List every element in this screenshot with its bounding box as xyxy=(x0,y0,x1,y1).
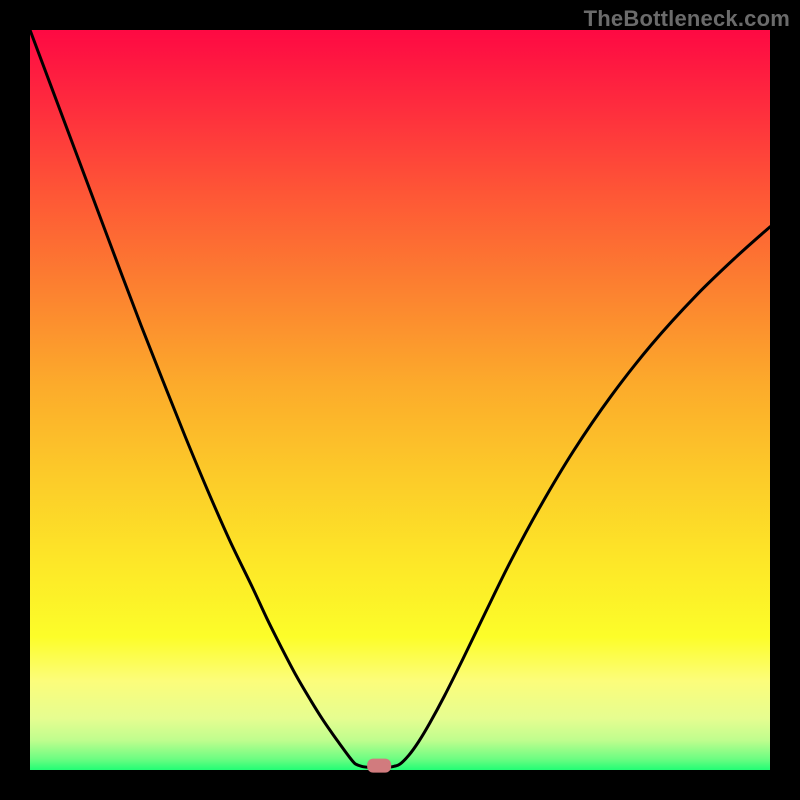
bottleneck-curve xyxy=(30,30,770,770)
bottleneck-point-marker xyxy=(367,758,391,773)
plot-area xyxy=(30,30,770,770)
watermark-text: TheBottleneck.com xyxy=(584,6,790,32)
gradient-background xyxy=(30,30,770,770)
